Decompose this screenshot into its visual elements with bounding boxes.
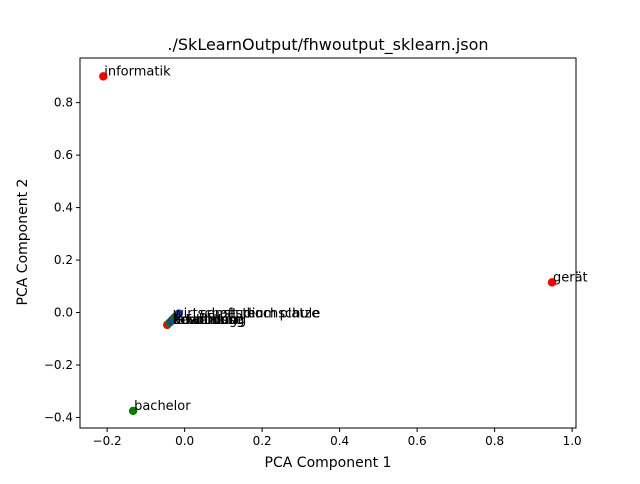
chart-title: ./SkLearnOutput/fhwoutput_sklearn.json bbox=[167, 35, 488, 55]
y-axis-label: PCA Component 2 bbox=[15, 179, 31, 306]
y-tick-label: −0.4 bbox=[44, 411, 73, 425]
x-tick-label: 0.6 bbox=[408, 434, 427, 448]
data-point bbox=[128, 406, 138, 416]
cluster-label: platze bbox=[280, 306, 320, 321]
x-tick-label: 0.8 bbox=[485, 434, 504, 448]
data-point bbox=[547, 278, 557, 287]
x-axis-label: PCA Component 1 bbox=[265, 455, 392, 471]
x-tick-label: 1.0 bbox=[563, 434, 582, 448]
y-tick-label: 0.0 bbox=[54, 306, 73, 320]
y-tick-label: 0.2 bbox=[54, 253, 73, 267]
cluster-label: studium bbox=[223, 306, 276, 321]
cluster-label: bewerbung bbox=[173, 313, 246, 328]
cluster-label: hochschule bbox=[247, 306, 321, 321]
cluster-label: erfahrung bbox=[173, 313, 237, 328]
y-tick-label: 0.6 bbox=[54, 148, 73, 162]
cluster-label: semester bbox=[200, 306, 261, 321]
y-tick-label: 0.8 bbox=[54, 96, 73, 110]
cluster-label: ausbildung bbox=[173, 313, 244, 328]
x-tick-label: 0.2 bbox=[253, 434, 272, 448]
data-point bbox=[99, 72, 108, 81]
data-point bbox=[174, 309, 184, 318]
x-tick-label: 0.0 bbox=[175, 434, 194, 448]
y-tick-label: 0.4 bbox=[54, 201, 73, 215]
x-tick-label: 0.4 bbox=[330, 434, 349, 448]
cluster-label: kenntnisse bbox=[173, 313, 243, 328]
point-label: informatik bbox=[104, 64, 171, 79]
point-label: gerät bbox=[553, 270, 588, 285]
y-tick-label: −0.2 bbox=[44, 358, 73, 372]
plot-frame bbox=[79, 57, 577, 429]
point-label: bachelor bbox=[134, 399, 191, 414]
cluster-label: wirtschaft bbox=[173, 306, 237, 321]
plot-area: informatik gerät bachelor platzehochschules… bbox=[44, 57, 588, 448]
cluster-label: fakultat bbox=[173, 313, 223, 328]
x-tick-label: −0.2 bbox=[93, 434, 122, 448]
